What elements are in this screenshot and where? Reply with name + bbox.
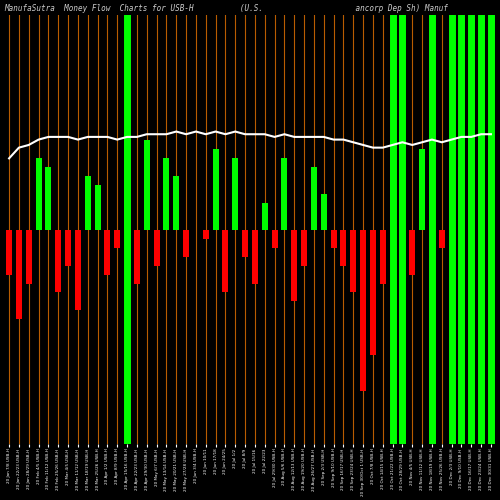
Bar	[468, 122, 474, 230]
Bar	[203, 230, 208, 239]
Text: ManufaSutra  Money Flow  Charts for USB-H          (U.S.                    anco: ManufaSutra Money Flow Charts for USB-H …	[4, 4, 448, 13]
Bar	[292, 230, 297, 302]
Bar	[350, 230, 356, 292]
Bar	[488, 150, 494, 230]
Bar	[429, 140, 435, 230]
Bar	[252, 230, 258, 283]
Bar	[104, 230, 110, 274]
Bar	[262, 203, 268, 230]
Bar	[134, 230, 140, 283]
Bar	[330, 230, 336, 248]
Bar	[458, 168, 464, 230]
Bar	[144, 140, 150, 230]
Bar	[36, 158, 42, 230]
Bar	[124, 132, 130, 230]
Bar	[340, 230, 346, 266]
Bar	[65, 230, 71, 266]
Bar	[242, 230, 248, 256]
Bar	[380, 230, 386, 283]
Bar	[400, 132, 406, 230]
Bar	[75, 230, 81, 310]
Bar	[183, 230, 189, 256]
Bar	[94, 185, 100, 230]
Bar	[154, 230, 160, 266]
Bar	[301, 230, 307, 266]
Bar	[370, 230, 376, 355]
Bar	[212, 150, 218, 230]
Bar	[16, 230, 22, 320]
Bar	[272, 230, 278, 248]
Bar	[311, 168, 317, 230]
Bar	[232, 158, 238, 230]
Bar	[56, 230, 61, 292]
Bar	[321, 194, 326, 230]
Bar	[174, 176, 179, 230]
Bar	[360, 230, 366, 391]
Bar	[448, 158, 454, 230]
Bar	[410, 230, 415, 274]
Bar	[26, 230, 32, 283]
Bar	[164, 158, 170, 230]
Bar	[439, 230, 444, 248]
Bar	[282, 158, 288, 230]
Bar	[6, 230, 12, 274]
Bar	[114, 230, 120, 248]
Bar	[478, 140, 484, 230]
Bar	[85, 176, 90, 230]
Bar	[419, 150, 425, 230]
Bar	[390, 140, 396, 230]
Bar	[222, 230, 228, 292]
Bar	[46, 168, 52, 230]
